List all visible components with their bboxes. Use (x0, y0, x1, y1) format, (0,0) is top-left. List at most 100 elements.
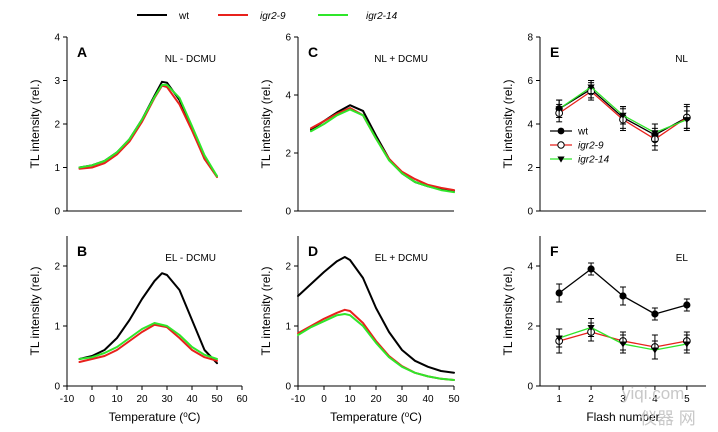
x-axis-label: Flash number (586, 410, 659, 424)
x-axis-label: Temperature (oC) (109, 410, 201, 425)
y-tick-label: 2 (527, 322, 533, 333)
legend-label-wt: wt (178, 11, 189, 22)
x-tick-label: 2 (588, 394, 594, 405)
x-tick-label: 20 (136, 394, 148, 405)
panel-label: F (550, 243, 559, 259)
y-tick-label: 3 (54, 76, 60, 87)
y-axis-label: TL intensity (rel.) (259, 80, 273, 169)
data-point-igr2-14 (587, 325, 595, 332)
legend-label-igr2-9: igr2-9 (260, 11, 286, 22)
series-line-wt (78, 272, 218, 365)
data-point-wt (555, 289, 563, 297)
data-point-wt (683, 301, 691, 309)
watermark-text: yiqi.com (622, 384, 684, 403)
x-tick-label: 40 (422, 394, 434, 405)
data-point-igr2-14 (555, 335, 563, 342)
y-tick-label: 0 (285, 382, 291, 393)
data-point-igr2-14 (587, 84, 595, 91)
y-tick-label: 0 (54, 382, 60, 393)
x-tick-label: 1 (556, 394, 562, 405)
y-axis-label: TL intensity (rel.) (259, 267, 273, 356)
data-point-igr2-14 (619, 341, 627, 348)
y-tick-label: 0 (527, 207, 533, 218)
panel-label: D (308, 243, 318, 259)
panel-a: 0 1 2 3 4 TL intensity (rel.) A NL - DCMU (28, 33, 242, 218)
watermark: yiqi.com 仪器 网 (622, 384, 696, 428)
y-tick-label: 8 (527, 33, 533, 44)
x-tick-label: 60 (236, 394, 248, 405)
panel-condition: NL + DCMU (374, 54, 428, 65)
y-tick-label: 2 (527, 163, 533, 174)
x-tick-label: 5 (684, 394, 690, 405)
panel-label: C (308, 44, 318, 60)
data-point-igr2-14 (683, 341, 691, 348)
panel-condition: EL - DCMU (165, 253, 216, 264)
y-tick-label: 4 (527, 262, 533, 273)
panel-label: A (77, 44, 87, 60)
y-tick-label: 4 (285, 91, 291, 102)
inner-legend-marker (557, 127, 565, 135)
y-tick-label: 6 (527, 76, 533, 87)
inner-legend-label: igr2-14 (578, 155, 610, 166)
series-line-wt (297, 256, 455, 374)
panel-condition: NL (675, 54, 688, 65)
legend-label-igr2-14: igr2-14 (366, 11, 398, 22)
y-tick-label: 0 (285, 207, 291, 218)
series-line-igr2-14 (297, 313, 455, 381)
y-tick-label: 1 (54, 322, 60, 333)
y-tick-label: 4 (527, 120, 533, 131)
x-tick-label: 20 (370, 394, 382, 405)
x-tick-label: 0 (321, 394, 327, 405)
data-point-igr2-14 (555, 106, 563, 113)
y-axis-label: TL intensity (rel.) (501, 80, 515, 169)
panel-f: 0 2 4 TL intensity (rel.) 1 2 3 4 5 Flash number F… (501, 236, 706, 424)
data-point-igr2-14 (651, 347, 659, 354)
y-tick-label: 4 (54, 33, 60, 44)
series-line-igr2-9 (78, 323, 218, 363)
panel-condition: EL (676, 253, 689, 264)
x-tick-label: -10 (60, 394, 75, 405)
x-tick-label: -10 (291, 394, 306, 405)
series-line-igr2-14 (78, 322, 218, 360)
data-point-igr2-14 (683, 117, 691, 124)
inner-legend-label: igr2-9 (578, 141, 604, 152)
series-line-igr2-9 (297, 308, 455, 381)
y-tick-label: 2 (54, 120, 60, 131)
x-tick-label: 40 (186, 394, 198, 405)
y-axis-label: TL intensity (rel.) (501, 267, 515, 356)
panel-c: 0 2 4 6 TL intensity (rel.) C NL + DCMU (259, 33, 455, 218)
watermark-text-cn: 仪器 网 (640, 409, 696, 428)
top-legend: wt igr2-9 igr2-14 (137, 11, 398, 22)
y-axis-label: TL intensity (rel.) (28, 80, 42, 169)
panel-e: 0 2 4 6 8 TL intensity (rel.) E NL wt igr2-9 igr2-… (501, 33, 706, 218)
inner-legend-label: wt (577, 127, 588, 138)
x-tick-label: 10 (344, 394, 356, 405)
x-tick-label: 3 (620, 394, 626, 405)
panels: 0 1 2 3 4 TL intensity (rel.) A NL - DCMU 0 1 2 TL … (28, 33, 706, 424)
y-axis-label: TL intensity (rel.) (28, 267, 42, 356)
x-axis-label: Temperature (oC) (330, 410, 422, 425)
y-tick-label: 0 (527, 382, 533, 393)
panel-label: B (77, 243, 87, 259)
inner-legend-marker (557, 156, 565, 163)
data-point-igr2-14 (651, 130, 659, 137)
x-tick-label: 0 (89, 394, 95, 405)
y-tick-label: 1 (54, 163, 60, 174)
x-tick-label: 30 (161, 394, 173, 405)
panel-condition: NL - DCMU (165, 54, 216, 65)
x-tick-label: 50 (448, 394, 460, 405)
x-tick-label: 50 (211, 394, 223, 405)
y-tick-label: 2 (54, 262, 60, 273)
y-tick-label: 1 (285, 322, 291, 333)
series-line-igr2-14 (310, 108, 455, 194)
x-tick-label: 30 (396, 394, 408, 405)
y-tick-label: 2 (285, 149, 291, 160)
data-point-wt (651, 310, 659, 318)
data-point-igr2-14 (619, 112, 627, 119)
data-point-wt (587, 265, 595, 273)
data-point-wt (619, 292, 627, 300)
panel-label: E (550, 44, 559, 60)
